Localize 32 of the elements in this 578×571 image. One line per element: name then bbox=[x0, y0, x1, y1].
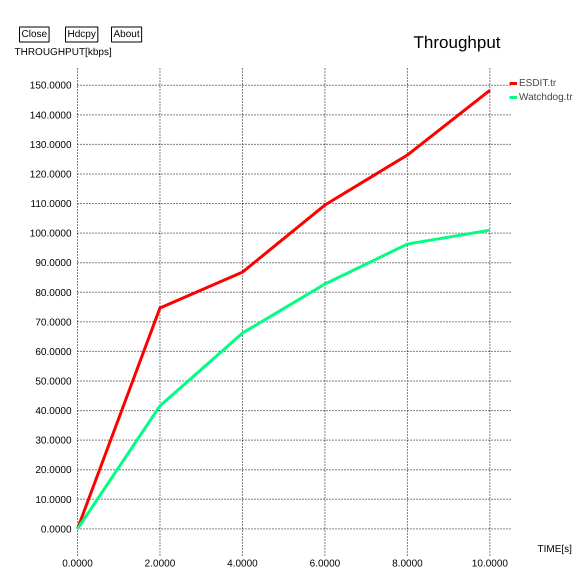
y-tick-label: 80.0000 bbox=[35, 288, 72, 299]
y-tick-label: 70.0000 bbox=[35, 317, 72, 328]
legend-label: Watchdog.tr bbox=[519, 91, 573, 103]
y-tick-label: 150.0000 bbox=[30, 80, 72, 92]
y-tick-label: 120.0000 bbox=[30, 169, 72, 180]
x-tick-label: 10.0000 bbox=[472, 558, 508, 570]
y-tick-label: 90.0000 bbox=[35, 258, 72, 270]
y-tick-label: 0.0000 bbox=[40, 524, 72, 536]
x-tick-label: 8.0000 bbox=[392, 558, 424, 570]
y-tick-label: 140.0000 bbox=[30, 110, 72, 122]
y-tick-label: 40.0000 bbox=[35, 406, 72, 418]
line-series bbox=[76, 228, 492, 530]
y-tick-label: 60.0000 bbox=[35, 346, 72, 358]
text: Close bbox=[22, 29, 48, 40]
y-tick-label: 30.0000 bbox=[35, 436, 72, 447]
y-tick-label: 130.0000 bbox=[30, 140, 72, 151]
y-tick-label: 10.0000 bbox=[35, 494, 72, 506]
y-tick-label: 100.0000 bbox=[30, 228, 72, 240]
y-tick-label: 20.0000 bbox=[35, 465, 72, 476]
x-tick-label: 2.0000 bbox=[144, 558, 176, 570]
x-tick-label: 0.0000 bbox=[62, 558, 94, 570]
text: Hdcpy bbox=[68, 29, 96, 40]
text: About bbox=[114, 29, 140, 40]
chart-title: Throughput bbox=[414, 33, 501, 52]
x-axis-title: TIME[s] bbox=[538, 544, 572, 555]
y-tick-label: 50.0000 bbox=[35, 376, 72, 388]
x-tick-label: 4.0000 bbox=[227, 558, 258, 570]
y-tick-label: 110.0000 bbox=[30, 199, 72, 210]
x-tick-label: 6.0000 bbox=[310, 558, 341, 570]
y-axis-title: THROUGHPUT[kbps] bbox=[14, 47, 112, 58]
line-series bbox=[76, 88, 492, 530]
legend-label: ESDIT.tr bbox=[519, 77, 556, 89]
